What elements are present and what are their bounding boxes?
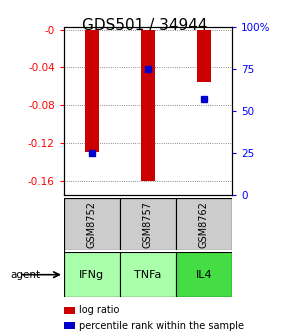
Text: GSM8757: GSM8757 <box>143 201 153 248</box>
Bar <box>120 252 176 297</box>
Text: log ratio: log ratio <box>79 305 119 316</box>
Text: percentile rank within the sample: percentile rank within the sample <box>79 321 244 331</box>
Text: TNFa: TNFa <box>134 270 162 280</box>
Bar <box>176 252 232 297</box>
Text: GSM8752: GSM8752 <box>87 201 97 248</box>
Bar <box>197 30 211 82</box>
Bar <box>176 198 232 250</box>
Bar <box>64 198 120 250</box>
Bar <box>64 252 120 297</box>
Text: GDS501 / 34944: GDS501 / 34944 <box>82 18 208 34</box>
Bar <box>141 30 155 181</box>
Bar <box>120 198 176 250</box>
Text: IFNg: IFNg <box>79 270 104 280</box>
Text: agent: agent <box>10 270 40 280</box>
Text: GSM8762: GSM8762 <box>199 201 209 248</box>
Text: IL4: IL4 <box>196 270 212 280</box>
Bar <box>85 30 99 153</box>
